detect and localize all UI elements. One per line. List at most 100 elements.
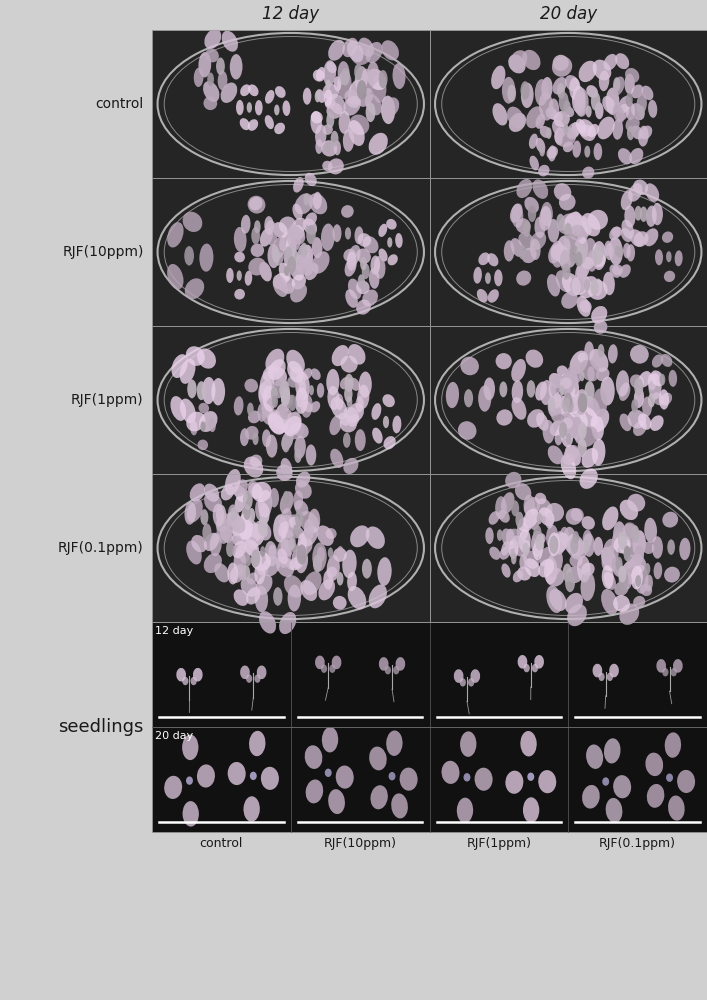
Ellipse shape (348, 279, 361, 299)
Ellipse shape (262, 409, 272, 425)
Ellipse shape (667, 539, 675, 555)
Ellipse shape (633, 421, 647, 436)
Ellipse shape (585, 106, 592, 117)
Ellipse shape (289, 517, 301, 530)
Ellipse shape (348, 79, 364, 105)
Ellipse shape (358, 88, 373, 107)
Ellipse shape (370, 255, 380, 275)
Ellipse shape (351, 45, 371, 65)
Ellipse shape (274, 123, 285, 134)
Ellipse shape (374, 256, 385, 279)
Text: 20 day: 20 day (539, 5, 597, 23)
Text: 12 day: 12 day (155, 626, 193, 636)
Ellipse shape (633, 180, 648, 195)
Ellipse shape (228, 504, 239, 527)
Ellipse shape (538, 559, 554, 577)
Ellipse shape (527, 409, 544, 428)
Ellipse shape (355, 66, 368, 92)
Ellipse shape (553, 392, 561, 409)
Ellipse shape (616, 370, 629, 397)
Ellipse shape (549, 382, 556, 398)
Ellipse shape (644, 228, 658, 246)
Ellipse shape (512, 397, 527, 420)
Ellipse shape (392, 63, 406, 89)
Ellipse shape (572, 86, 585, 113)
Ellipse shape (269, 359, 286, 380)
Ellipse shape (273, 415, 286, 429)
Ellipse shape (356, 248, 371, 264)
Ellipse shape (240, 665, 250, 679)
Ellipse shape (263, 386, 276, 412)
Ellipse shape (631, 525, 640, 543)
Ellipse shape (256, 574, 272, 595)
Ellipse shape (200, 509, 209, 525)
Ellipse shape (275, 86, 286, 98)
Ellipse shape (344, 458, 358, 474)
Ellipse shape (186, 776, 193, 785)
Ellipse shape (573, 397, 583, 417)
Ellipse shape (252, 433, 259, 445)
Ellipse shape (548, 242, 562, 264)
Ellipse shape (312, 542, 327, 571)
Ellipse shape (257, 665, 267, 679)
Ellipse shape (362, 559, 372, 579)
Ellipse shape (267, 412, 287, 434)
Text: RJF(0.1ppm): RJF(0.1ppm) (599, 837, 676, 850)
Ellipse shape (315, 656, 325, 669)
Ellipse shape (630, 374, 644, 389)
Ellipse shape (204, 29, 221, 49)
Ellipse shape (635, 575, 641, 587)
Ellipse shape (650, 370, 664, 386)
Ellipse shape (257, 565, 268, 576)
Ellipse shape (203, 81, 219, 102)
Ellipse shape (566, 398, 573, 413)
Ellipse shape (589, 250, 605, 267)
Ellipse shape (554, 131, 563, 145)
Ellipse shape (204, 492, 222, 512)
Ellipse shape (564, 223, 572, 239)
Ellipse shape (550, 403, 562, 424)
Ellipse shape (332, 656, 341, 669)
Ellipse shape (295, 527, 305, 539)
Ellipse shape (619, 264, 631, 278)
Ellipse shape (216, 517, 230, 544)
Ellipse shape (573, 141, 581, 158)
Ellipse shape (659, 389, 669, 410)
Ellipse shape (592, 415, 604, 440)
Ellipse shape (187, 379, 197, 398)
Ellipse shape (349, 378, 360, 391)
Ellipse shape (563, 142, 573, 152)
Ellipse shape (627, 494, 645, 512)
Ellipse shape (312, 251, 329, 274)
Ellipse shape (383, 436, 396, 449)
Ellipse shape (292, 543, 297, 553)
Ellipse shape (226, 268, 234, 283)
Ellipse shape (283, 100, 291, 116)
Ellipse shape (221, 82, 238, 103)
Ellipse shape (624, 205, 636, 228)
Ellipse shape (286, 558, 296, 570)
Ellipse shape (566, 417, 581, 434)
Ellipse shape (666, 251, 672, 262)
Ellipse shape (653, 562, 662, 579)
Ellipse shape (321, 140, 337, 157)
Ellipse shape (540, 380, 553, 405)
Ellipse shape (288, 395, 296, 411)
Ellipse shape (550, 420, 563, 436)
Ellipse shape (197, 381, 206, 400)
Ellipse shape (300, 243, 308, 257)
Ellipse shape (562, 263, 571, 280)
Ellipse shape (324, 89, 332, 106)
Ellipse shape (278, 548, 288, 564)
Ellipse shape (533, 541, 543, 560)
Ellipse shape (379, 657, 389, 671)
Ellipse shape (316, 67, 325, 81)
Ellipse shape (530, 232, 547, 250)
Ellipse shape (344, 407, 358, 423)
Ellipse shape (250, 455, 262, 467)
Ellipse shape (232, 541, 247, 558)
Ellipse shape (356, 396, 363, 412)
Ellipse shape (255, 521, 271, 540)
Ellipse shape (328, 789, 345, 814)
Ellipse shape (395, 657, 405, 671)
